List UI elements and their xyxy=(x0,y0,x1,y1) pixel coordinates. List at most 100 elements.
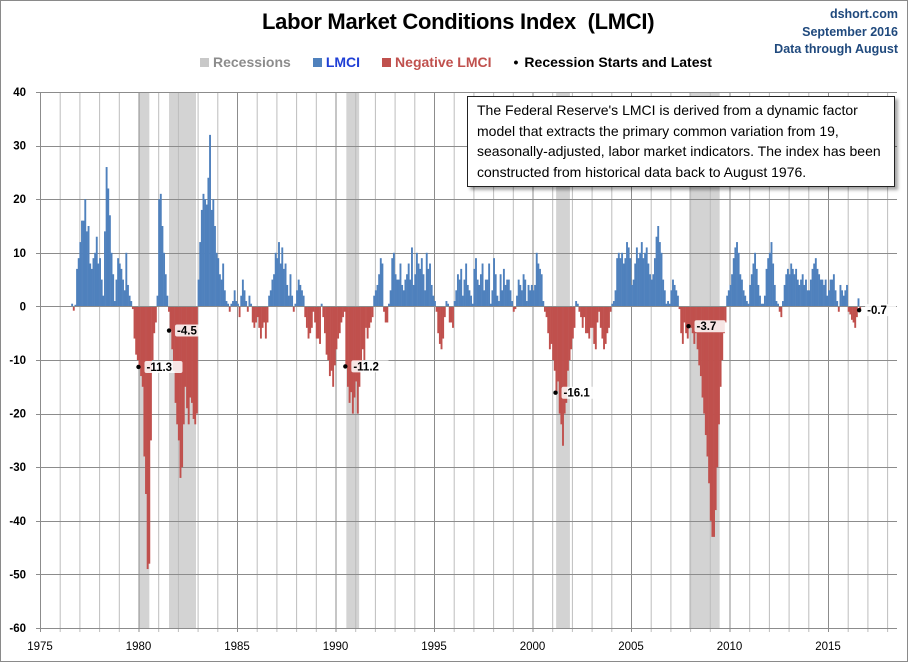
bar-lmci xyxy=(675,290,678,307)
bar-lmci xyxy=(624,258,627,307)
bar-lmci xyxy=(772,263,775,307)
bar-negative-lmci xyxy=(371,306,374,318)
y-tick-label: -20 xyxy=(9,409,26,421)
legend: Recessions LMCI Negative LMCI • Recessio… xyxy=(200,54,734,70)
bar-negative-lmci xyxy=(589,306,592,328)
bar-lmci xyxy=(117,258,120,307)
bar-lmci xyxy=(77,258,80,307)
bar-lmci xyxy=(87,226,90,307)
point-label: -11.2 xyxy=(353,361,379,373)
bar-lmci xyxy=(657,226,660,307)
bar-negative-lmci xyxy=(678,306,681,310)
x-tick-label: 1985 xyxy=(224,641,250,653)
bar-negative-lmci xyxy=(312,306,315,312)
bar-lmci xyxy=(627,247,630,307)
bar-negative-lmci xyxy=(435,306,438,312)
bar-negative-lmci xyxy=(601,306,604,339)
recession-start-marker xyxy=(856,307,862,313)
bar-negative-lmci xyxy=(266,306,269,323)
bar-lmci xyxy=(632,279,635,307)
bar-negative-lmci xyxy=(171,306,174,350)
bar-lmci xyxy=(166,295,169,307)
bar-negative-lmci xyxy=(560,306,563,425)
bar-lmci xyxy=(209,134,211,307)
bar-lmci xyxy=(110,252,113,307)
bar-lmci xyxy=(726,295,729,307)
bar-lmci xyxy=(409,279,412,307)
bar-lmci xyxy=(299,284,302,307)
bar-lmci xyxy=(445,301,448,307)
bar-lmci xyxy=(663,290,666,307)
bar-lmci xyxy=(813,263,816,307)
bar-negative-lmci xyxy=(333,306,336,366)
bar-lmci xyxy=(89,263,92,307)
bar-lmci xyxy=(532,290,535,307)
bar-negative-lmci xyxy=(140,306,143,377)
recession-start-marker xyxy=(166,328,172,333)
bar-lmci xyxy=(425,252,428,307)
bar-negative-lmci xyxy=(585,306,587,334)
bar-lmci xyxy=(616,258,619,307)
bar-lmci xyxy=(429,263,431,307)
bar-negative-lmci xyxy=(680,306,683,334)
bar-negative-lmci xyxy=(550,306,553,344)
bar-lmci xyxy=(488,263,491,307)
bar-negative-lmci xyxy=(548,306,551,350)
y-tick-label: 40 xyxy=(13,87,26,99)
bar-lmci xyxy=(432,295,435,307)
recession-start-marker xyxy=(553,390,558,395)
bar-negative-lmci xyxy=(261,306,264,328)
bar-negative-lmci xyxy=(442,306,445,339)
bar-negative-lmci xyxy=(543,306,546,312)
bar-lmci xyxy=(217,258,220,307)
bar-negative-lmci xyxy=(711,306,714,537)
legend-dot-icon: • xyxy=(513,54,519,70)
bar-lmci xyxy=(516,295,518,307)
bar-lmci xyxy=(729,284,732,307)
bar-negative-lmci xyxy=(440,306,443,350)
bar-negative-lmci xyxy=(703,306,706,414)
bar-lmci xyxy=(389,290,392,307)
bar-negative-lmci xyxy=(259,306,262,339)
x-tick-label: 2000 xyxy=(520,641,546,653)
bar-lmci xyxy=(509,290,512,307)
bar-lmci xyxy=(122,279,124,307)
bar-lmci xyxy=(740,279,743,307)
legend-label: Recession Starts and Latest xyxy=(524,54,712,70)
bar-negative-lmci xyxy=(778,306,781,312)
bar-negative-lmci xyxy=(138,306,141,367)
bar-lmci xyxy=(373,295,376,307)
bar-lmci xyxy=(99,258,101,307)
bar-negative-lmci xyxy=(361,306,364,350)
bar-lmci xyxy=(215,252,218,307)
bar-negative-lmci xyxy=(852,306,855,323)
bar-lmci xyxy=(612,301,615,307)
bar-lmci xyxy=(672,279,674,307)
bar-lmci xyxy=(81,220,83,307)
bar-lmci xyxy=(844,290,847,307)
bar-lmci xyxy=(829,279,832,307)
bar-lmci xyxy=(517,279,520,307)
bar-lmci xyxy=(828,290,830,307)
bar-negative-lmci xyxy=(369,306,372,323)
bar-lmci xyxy=(502,268,505,307)
bar-lmci xyxy=(834,290,837,307)
bar-lmci xyxy=(115,279,118,307)
bar-lmci xyxy=(826,295,829,307)
bar-negative-lmci xyxy=(72,306,75,311)
bar-lmci xyxy=(388,303,390,307)
bar-negative-lmci xyxy=(181,306,184,468)
bar-lmci xyxy=(755,268,758,307)
point-label-bg xyxy=(351,360,390,373)
bar-lmci xyxy=(747,303,750,307)
bar-negative-lmci xyxy=(706,306,709,457)
bar-lmci xyxy=(273,274,276,307)
bar-lmci xyxy=(857,298,860,307)
bar-lmci xyxy=(660,252,663,307)
bar-negative-lmci xyxy=(565,306,568,403)
annotation-box: The Federal Reserve's LMCI is derived fr… xyxy=(467,96,895,187)
bar-negative-lmci xyxy=(151,306,154,360)
bar-lmci xyxy=(473,268,476,307)
source-data-through: Data through August xyxy=(774,42,898,56)
